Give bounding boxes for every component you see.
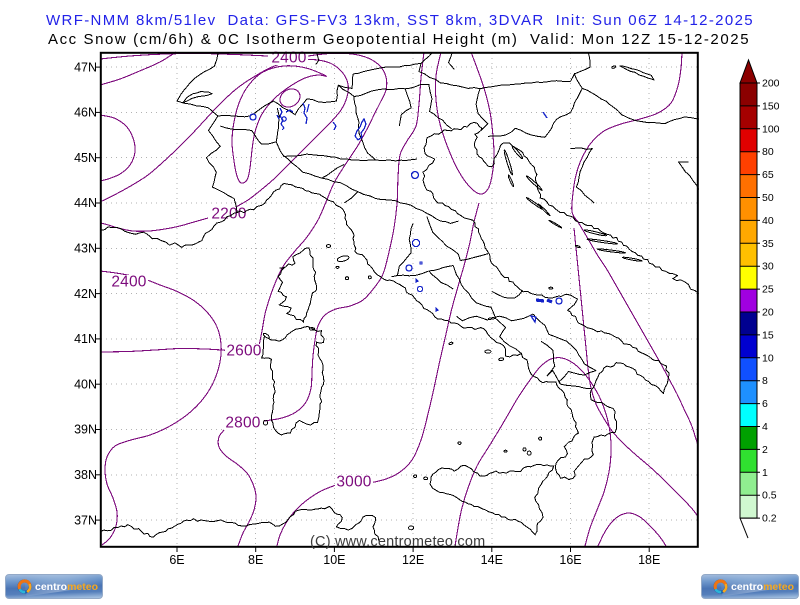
svg-text:45N: 45N bbox=[74, 151, 97, 165]
svg-text:38N: 38N bbox=[74, 468, 97, 482]
svg-text:20: 20 bbox=[762, 307, 774, 319]
svg-text:2200: 2200 bbox=[211, 206, 246, 223]
svg-text:41N: 41N bbox=[74, 332, 97, 346]
svg-text:(C) www.centrometeo.com: (C) www.centrometeo.com bbox=[310, 534, 485, 550]
svg-text:44N: 44N bbox=[74, 196, 97, 210]
svg-text:43N: 43N bbox=[74, 242, 97, 256]
svg-text:16E: 16E bbox=[559, 553, 581, 567]
svg-text:30: 30 bbox=[762, 261, 774, 273]
svg-text:150: 150 bbox=[762, 100, 780, 112]
svg-text:6: 6 bbox=[762, 398, 768, 410]
svg-text:2: 2 bbox=[762, 444, 768, 456]
svg-text:10: 10 bbox=[762, 352, 774, 364]
svg-text:18E: 18E bbox=[638, 553, 660, 567]
svg-text:8: 8 bbox=[762, 375, 768, 387]
svg-text:200: 200 bbox=[762, 78, 780, 90]
svg-text:100: 100 bbox=[762, 123, 780, 135]
svg-text:39N: 39N bbox=[74, 423, 97, 437]
svg-text:6E: 6E bbox=[169, 553, 184, 567]
svg-text:2600: 2600 bbox=[226, 343, 261, 360]
svg-text:0.5: 0.5 bbox=[762, 490, 777, 502]
svg-text:80: 80 bbox=[762, 146, 774, 158]
svg-text:50: 50 bbox=[762, 192, 774, 204]
svg-text:0.2: 0.2 bbox=[762, 513, 777, 525]
svg-text:37N: 37N bbox=[74, 513, 97, 527]
svg-text:65: 65 bbox=[762, 169, 774, 181]
svg-text:2800: 2800 bbox=[225, 415, 260, 432]
svg-text:2400: 2400 bbox=[111, 274, 146, 291]
svg-text:10E: 10E bbox=[323, 553, 345, 567]
svg-text:25: 25 bbox=[762, 284, 774, 296]
svg-text:46N: 46N bbox=[74, 106, 97, 120]
svg-text:35: 35 bbox=[762, 238, 774, 250]
svg-text:40N: 40N bbox=[74, 377, 97, 391]
svg-text:1: 1 bbox=[762, 467, 768, 479]
svg-text:3000: 3000 bbox=[336, 474, 371, 491]
svg-text:12E: 12E bbox=[402, 553, 424, 567]
svg-text:47N: 47N bbox=[74, 60, 97, 74]
svg-text:15: 15 bbox=[762, 329, 774, 341]
svg-text:14E: 14E bbox=[481, 553, 503, 567]
svg-text:40: 40 bbox=[762, 215, 774, 227]
svg-text:4: 4 bbox=[762, 421, 768, 433]
svg-text:42N: 42N bbox=[74, 287, 97, 301]
svg-text:8E: 8E bbox=[248, 553, 263, 567]
